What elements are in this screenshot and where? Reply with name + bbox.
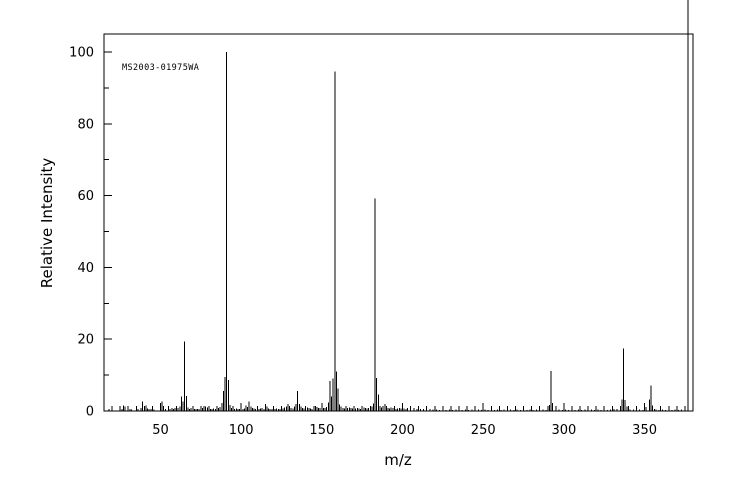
- y-tick-label: 20: [77, 333, 94, 348]
- x-tick-label: 150: [309, 423, 334, 438]
- x-tick-label: 200: [390, 423, 415, 438]
- y-tick-label: 100: [69, 45, 94, 60]
- x-axis-tick-labels: 50 100 150 200 250 300 350: [152, 423, 657, 438]
- x-tick-label: 250: [471, 423, 496, 438]
- y-tick-label: 40: [77, 261, 94, 276]
- y-axis-ticks: [104, 51, 112, 412]
- plot-frame: [103, 33, 694, 412]
- x-tick-label: 50: [152, 423, 169, 438]
- x-tick-label: 350: [632, 423, 657, 438]
- spectrum-peaks: [108, 0, 689, 411]
- y-tick-label: 80: [77, 117, 94, 132]
- x-tick-label: 100: [229, 423, 254, 438]
- x-tick-label: 300: [551, 423, 576, 438]
- y-axis-tick-labels: 0 20 40 60 80 100: [69, 45, 94, 419]
- x-axis-title: m/z: [384, 451, 412, 469]
- y-tick-label: 0: [86, 405, 94, 420]
- y-axis-title: Relative Intensity: [38, 158, 56, 289]
- sample-label: MS2003-01975WA: [122, 63, 199, 73]
- y-tick-label: 60: [77, 189, 94, 204]
